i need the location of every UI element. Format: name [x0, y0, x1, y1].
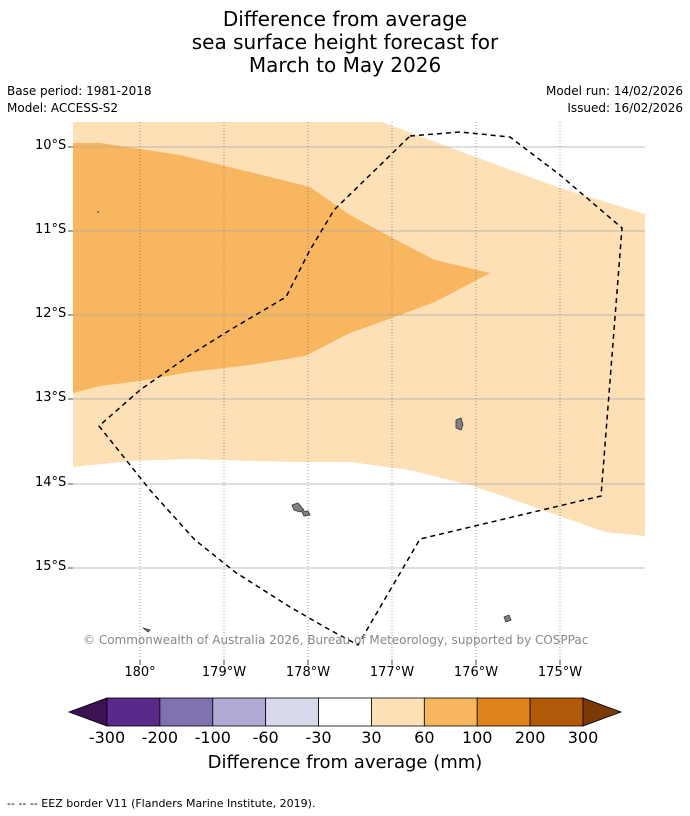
colorbar-swatch [318, 697, 372, 727]
colorbar-swatch [106, 697, 161, 727]
colorbar-tick-label: 100 [461, 728, 493, 747]
lat-label-12s: 12°S [35, 306, 67, 321]
colorbar-swatch [529, 697, 584, 727]
lon-label-175w: 175°W [537, 665, 583, 680]
colorbar-tick-label: 200 [514, 728, 546, 747]
lat-ticks [68, 146, 73, 569]
lat-label-13s: 13°S [35, 390, 67, 405]
colorbar-extend-low [67, 697, 108, 727]
lat-label-15s: 15°S [35, 559, 67, 574]
colorbar-swatch [423, 697, 478, 727]
model-name: Model: ACCESS-S2 [7, 101, 119, 115]
colorbar-tick-label: 300 [567, 728, 599, 747]
colorbar-swatch [371, 697, 425, 727]
model-run: Model run: 14/02/2026 [545, 84, 683, 98]
colorbar-tick-label: -30 [305, 728, 332, 747]
colorbar-tick-label: -60 [252, 728, 279, 747]
colorbar-tick-label: -200 [141, 728, 179, 747]
colorbar-tick-label: -100 [194, 728, 231, 747]
island-dot [97, 211, 99, 213]
lon-label-178w: 178°W [285, 665, 331, 680]
colorbar-tick-label: 30 [361, 728, 382, 747]
island-4 [503, 614, 512, 623]
colorbar-swatch [159, 697, 214, 727]
lon-label-176w: 176°W [453, 665, 499, 680]
lon-label-177w: 177°W [369, 665, 415, 680]
lon-ticks [139, 660, 561, 665]
eez-border [97, 131, 623, 647]
island-1 [455, 417, 464, 431]
colorbar-swatch [265, 697, 319, 727]
lat-label-14s: 14°S [35, 475, 67, 490]
island-2 [291, 502, 305, 513]
colorbar-extend-high [582, 697, 623, 727]
island-5 [142, 627, 151, 633]
title-line-3: March to May 2026 [248, 53, 442, 77]
lat-label-11s: 11°S [35, 222, 67, 237]
meta-left: Base period: 1981-2018 Model: ACCESS-S2 [7, 83, 152, 117]
island-3 [301, 510, 311, 517]
issued-date: Issued: 16/02/2026 [567, 101, 683, 115]
copyright-notice: © Commonwealth of Australia 2026, Bureau… [83, 633, 589, 647]
title-line-1: Difference from average [222, 7, 468, 31]
anomaly-band-60-100 [73, 143, 490, 393]
colorbar-swatch [476, 697, 531, 727]
lon-label-179w: 179°W [201, 665, 247, 680]
title-line-2: sea surface height forecast for [191, 30, 499, 54]
lat-label-10s: 10°S [35, 138, 67, 153]
graticule [73, 146, 645, 569]
meta-right: Model run: 14/02/2026 Issued: 16/02/2026 [546, 83, 683, 117]
colorbar-swatch [212, 697, 267, 727]
chart-title: Difference from average sea surface heig… [0, 8, 690, 77]
lon-label-180: 180° [124, 665, 156, 680]
colorbar-tick-label: 60 [414, 728, 435, 747]
colorbar-tick-label: -300 [88, 728, 126, 747]
colorbar-label: Difference from average (mm) [207, 752, 483, 773]
base-period: Base period: 1981-2018 [7, 84, 152, 98]
eez-legend: -- -- -- EEZ border V11 (Flanders Marine… [7, 797, 316, 810]
islands [97, 211, 512, 633]
